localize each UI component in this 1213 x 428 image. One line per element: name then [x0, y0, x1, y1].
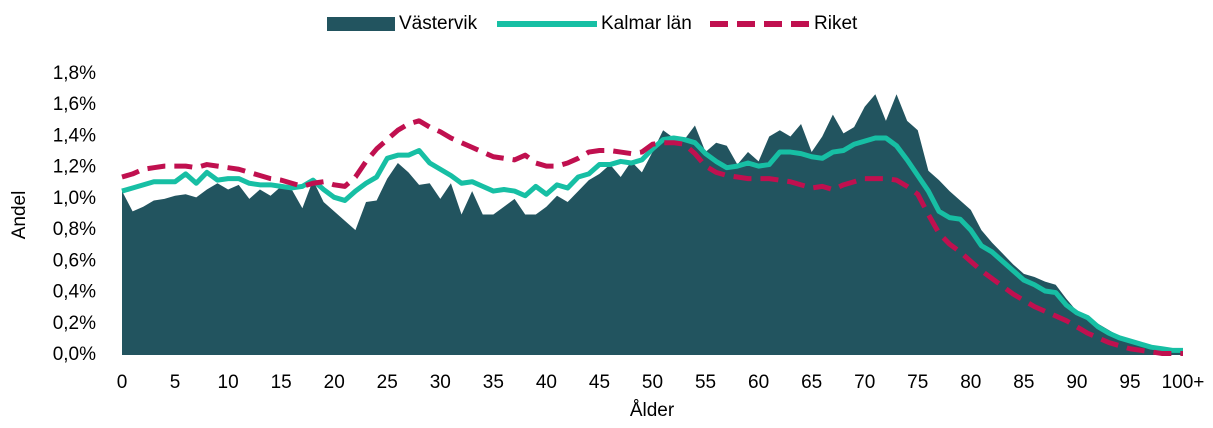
- y-tick-label: 0,2%: [53, 313, 96, 334]
- x-tick-label: 0: [117, 372, 128, 393]
- x-tick-label: 100+: [1162, 372, 1205, 393]
- x-tick-label: 85: [1013, 372, 1034, 393]
- x-tick-label: 75: [907, 372, 928, 393]
- x-tick-label: 65: [801, 372, 822, 393]
- x-tick-label: 15: [271, 372, 292, 393]
- x-tick-label: 70: [854, 372, 875, 393]
- y-tick-label: 1,4%: [53, 125, 96, 146]
- legend-swatch: [327, 17, 395, 31]
- x-tick-label: 30: [430, 372, 451, 393]
- line: [121, 135, 1183, 353]
- x-axis-title: Ålder: [630, 400, 675, 421]
- x-tick-label: 95: [1119, 372, 1140, 393]
- y-tick-label: 1,8%: [53, 63, 96, 84]
- x-tick-label: 90: [1066, 372, 1087, 393]
- x-tick-label: 40: [536, 372, 557, 393]
- legend-label: Kalmar län: [601, 13, 692, 34]
- legend-label: Riket: [814, 13, 858, 34]
- y-tick-label: 1,6%: [53, 94, 96, 115]
- legend-label: Västervik: [399, 13, 478, 34]
- area: [122, 94, 1183, 356]
- y-axis-title: Andel: [9, 191, 30, 240]
- y-tick-label: 0,4%: [53, 282, 96, 303]
- x-tick-label: 55: [695, 372, 716, 393]
- y-tick-label: 1,2%: [53, 157, 96, 178]
- y-tick-label: 0,0%: [53, 344, 96, 365]
- x-tick-label: 10: [218, 372, 239, 393]
- x-tick-label: 45: [589, 372, 610, 393]
- x-tick-label: 60: [748, 372, 769, 393]
- x-tick-label: 20: [324, 372, 345, 393]
- dashed-line: [121, 118, 1183, 356]
- x-tick-label: 5: [170, 372, 181, 393]
- x-tick-label: 80: [960, 372, 981, 393]
- y-tick-label: 0,6%: [53, 250, 96, 271]
- x-tick-label: 35: [483, 372, 504, 393]
- y-tick-label: 1,0%: [53, 188, 96, 209]
- x-tick-label: 50: [642, 372, 663, 393]
- y-tick-label: 0,8%: [53, 219, 96, 240]
- x-tick-label: 25: [377, 372, 398, 393]
